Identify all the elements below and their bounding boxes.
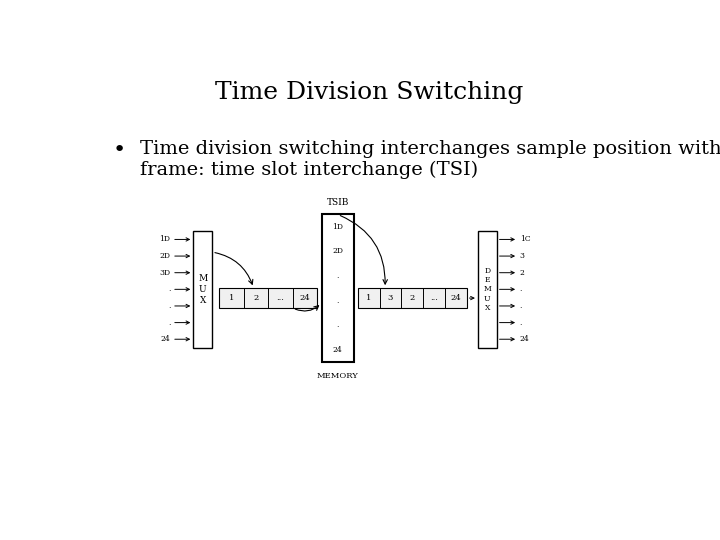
FancyArrowPatch shape bbox=[295, 306, 318, 311]
Text: .: . bbox=[520, 319, 522, 327]
Text: Time division switching interchanges sample position within a
frame: time slot i: Time division switching interchanges sam… bbox=[140, 140, 720, 179]
Text: 24: 24 bbox=[520, 335, 529, 343]
Text: .: . bbox=[336, 272, 339, 280]
Text: 2: 2 bbox=[253, 294, 258, 302]
Bar bbox=[220, 288, 317, 308]
Text: .: . bbox=[520, 285, 522, 293]
Text: MEMORY: MEMORY bbox=[317, 373, 359, 381]
Text: 24: 24 bbox=[451, 294, 461, 302]
Text: 3: 3 bbox=[388, 294, 393, 302]
Text: .: . bbox=[520, 302, 522, 310]
Text: .: . bbox=[336, 296, 339, 305]
Text: 1C: 1C bbox=[520, 235, 531, 244]
Text: 1D: 1D bbox=[159, 235, 171, 244]
Text: 1D: 1D bbox=[332, 223, 343, 231]
Bar bbox=[322, 214, 354, 362]
Text: .: . bbox=[168, 319, 171, 327]
Text: 1: 1 bbox=[366, 294, 372, 302]
Text: •: • bbox=[112, 140, 125, 160]
FancyArrowPatch shape bbox=[341, 215, 387, 284]
Text: 3: 3 bbox=[520, 252, 525, 260]
Text: Time Division Switching: Time Division Switching bbox=[215, 82, 523, 104]
Text: TSIB: TSIB bbox=[327, 198, 349, 207]
Text: 2: 2 bbox=[410, 294, 415, 302]
Text: 24: 24 bbox=[161, 335, 171, 343]
Bar bbox=[358, 288, 467, 308]
Text: 24: 24 bbox=[333, 346, 343, 354]
Text: D
E
M
U
X: D E M U X bbox=[483, 267, 491, 312]
Bar bbox=[193, 231, 212, 348]
Text: ...: ... bbox=[430, 294, 438, 302]
Text: M
U
X: M U X bbox=[198, 274, 207, 305]
Text: 2D: 2D bbox=[332, 247, 343, 255]
Bar bbox=[478, 231, 497, 348]
Text: 3D: 3D bbox=[159, 269, 171, 276]
Text: .: . bbox=[336, 321, 339, 329]
Text: .: . bbox=[168, 302, 171, 310]
Text: .: . bbox=[168, 285, 171, 293]
Text: ...: ... bbox=[276, 294, 284, 302]
Text: 1: 1 bbox=[229, 294, 234, 302]
Text: 2: 2 bbox=[520, 269, 525, 276]
FancyArrowPatch shape bbox=[215, 253, 253, 284]
Text: 24: 24 bbox=[300, 294, 310, 302]
Text: 2D: 2D bbox=[159, 252, 171, 260]
